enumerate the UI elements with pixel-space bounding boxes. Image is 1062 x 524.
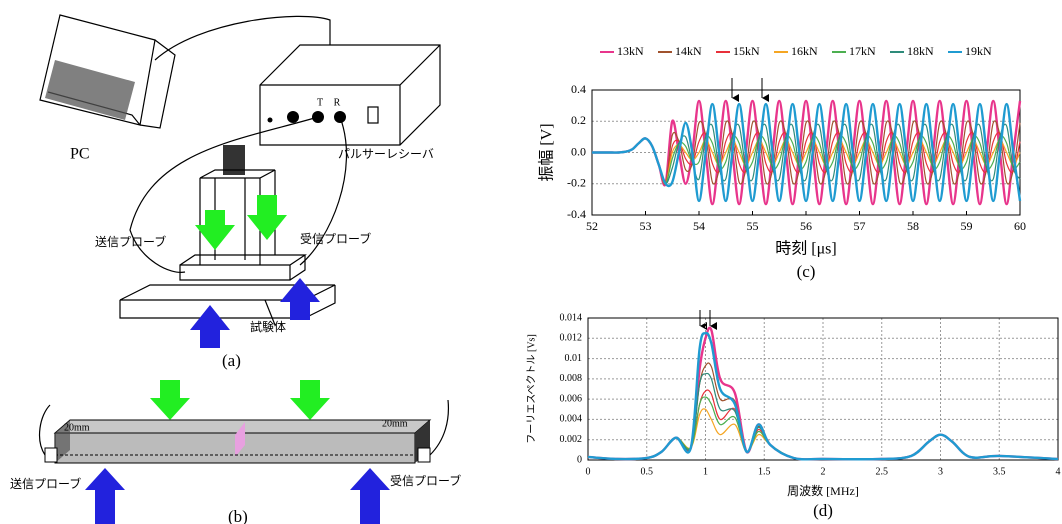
label-r: R xyxy=(334,97,341,108)
cable xyxy=(155,16,330,60)
y-tick-label: -0.2 xyxy=(567,176,586,190)
figure: T R パルサーレシーバ PC 送信プローブ 受信プローブ 試験体 (a) 20… xyxy=(0,0,1062,524)
x-tick-label: 56 xyxy=(800,219,812,233)
y-tick-label: 0.01 xyxy=(565,353,583,364)
x-tick-label: 60 xyxy=(1014,219,1026,233)
label-transmit: 送信プローブ xyxy=(95,234,166,249)
y-tick-label: 0.4 xyxy=(571,82,586,96)
caption: (c) xyxy=(797,262,816,281)
x-tick-label: 52 xyxy=(586,219,598,233)
upper-beam xyxy=(180,255,305,280)
x-tick-label: 55 xyxy=(747,219,759,233)
blue-arrow xyxy=(190,305,230,348)
legend-label: 18kN xyxy=(907,44,934,58)
label-pulser: パルサーレシーバ xyxy=(338,147,434,161)
laptop-keyboard xyxy=(45,60,135,120)
pulser-box xyxy=(260,45,440,145)
blue-arrow xyxy=(85,468,125,524)
legend-label: 17kN xyxy=(849,44,876,58)
x-tick-label: 0.5 xyxy=(641,466,654,477)
y-tick-label: 0.008 xyxy=(560,373,583,384)
y-tick-label: 0.0 xyxy=(571,144,586,158)
legend-label: 19kN xyxy=(965,44,992,58)
switch xyxy=(368,107,378,123)
legend-label: 13kN xyxy=(617,44,644,58)
laptop-base xyxy=(140,40,175,128)
y-tick-label: -0.4 xyxy=(567,207,586,221)
x-tick-label: 54 xyxy=(693,219,705,233)
green-arrow xyxy=(247,195,287,240)
legend-label: 14kN xyxy=(675,44,702,58)
blue-arrow xyxy=(350,468,390,524)
x-tick-label: 1 xyxy=(703,466,708,477)
probe xyxy=(418,448,430,462)
x-tick-label: 58 xyxy=(907,219,919,233)
y-tick-label: 0.006 xyxy=(560,393,583,404)
caption: (d) xyxy=(813,501,833,520)
label-t: T xyxy=(317,97,323,108)
caption-a: (a) xyxy=(222,351,241,370)
y-axis-label: フーリエスペクトル [Vs] xyxy=(525,334,537,444)
y-axis-label: 振幅 [V] xyxy=(538,123,556,181)
led xyxy=(268,118,273,123)
label-receive: 受信プローブ xyxy=(300,231,371,246)
label-receive: 受信プローブ xyxy=(390,473,461,488)
probe xyxy=(45,448,57,462)
y-tick-label: 0.2 xyxy=(571,113,586,127)
y-tick-label: 0 xyxy=(577,454,582,465)
y-tick-label: 0.012 xyxy=(560,333,583,344)
y-tick-label: 0.004 xyxy=(560,414,583,425)
x-tick-label: 2.5 xyxy=(876,466,889,477)
x-tick-label: 4 xyxy=(1056,466,1061,477)
x-tick-label: 0 xyxy=(586,466,591,477)
label-depth: 20mm xyxy=(64,422,90,433)
y-tick-label: 0.014 xyxy=(560,312,583,323)
diagram-b: 20mm 20mm 送信プローブ 受信プローブ (b) xyxy=(10,380,461,524)
x-tick-label: 1.5 xyxy=(758,466,771,477)
series-line xyxy=(588,390,1058,459)
y-tick-label: 0.002 xyxy=(560,434,583,445)
label-transmit: 送信プローブ xyxy=(10,476,81,491)
probe-cables xyxy=(130,117,346,272)
knob xyxy=(287,111,299,123)
label-pc: PC xyxy=(70,146,90,163)
legend-label: 15kN xyxy=(733,44,760,58)
legend-label: 16kN xyxy=(791,44,818,58)
green-arrow xyxy=(290,380,330,420)
x-axis-label: 時刻 [μs] xyxy=(775,240,836,258)
x-axis-label: 周波数 [MHz] xyxy=(787,483,859,498)
x-tick-label: 3 xyxy=(938,466,943,477)
x-tick-label: 57 xyxy=(854,219,866,233)
label-depth: 20mm xyxy=(382,418,408,429)
green-arrow xyxy=(195,210,235,250)
green-arrow xyxy=(150,380,190,420)
x-tick-label: 3.5 xyxy=(993,466,1006,477)
label-specimen: 試験体 xyxy=(250,319,286,334)
x-tick-label: 2 xyxy=(821,466,826,477)
x-tick-label: 53 xyxy=(640,219,652,233)
x-tick-label: 59 xyxy=(961,219,973,233)
caption-b: (b) xyxy=(228,507,248,524)
diagram-a: T R パルサーレシーバ PC 送信プローブ 受信プローブ 試験体 (a) xyxy=(40,15,440,370)
